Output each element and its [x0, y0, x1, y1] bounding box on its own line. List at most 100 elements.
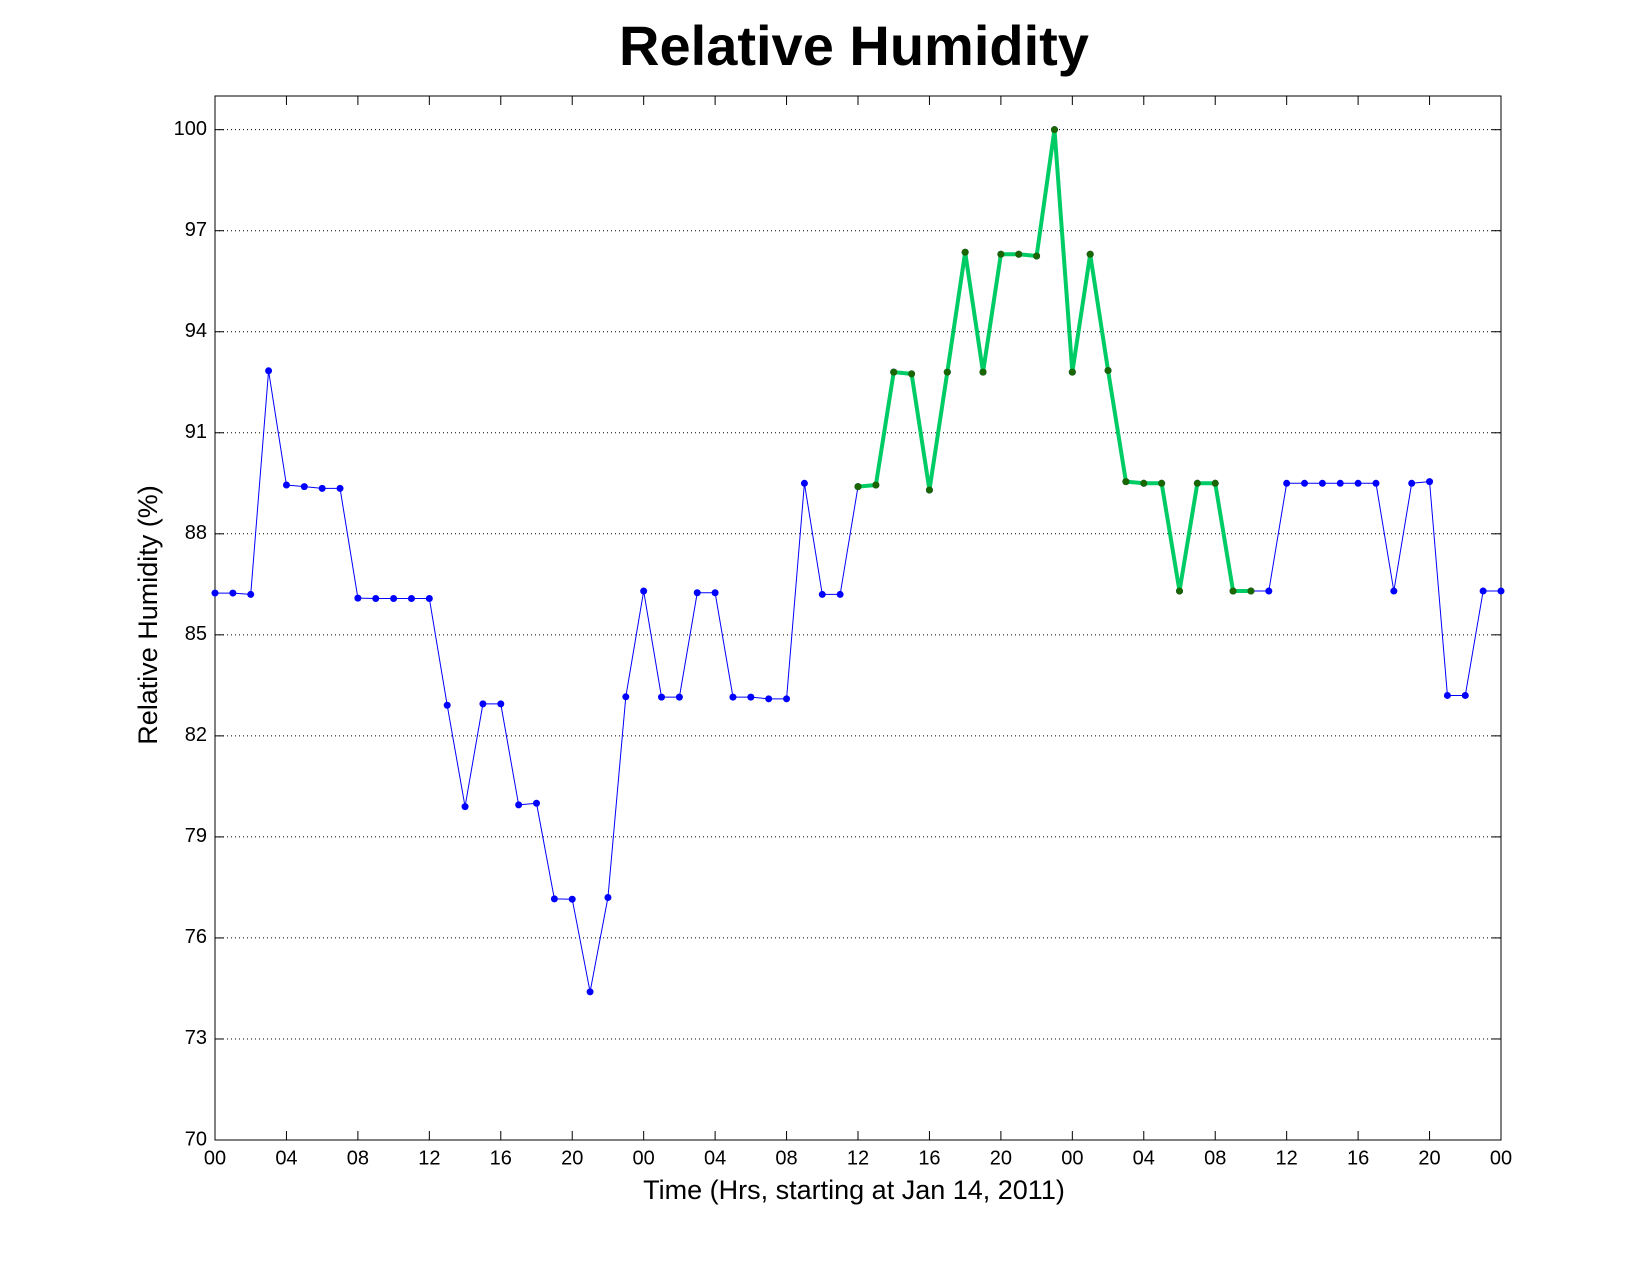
data-point: [336, 484, 344, 492]
x-tick-label: 04: [275, 1147, 297, 1169]
data-point: [658, 693, 666, 701]
data-point: [943, 368, 951, 376]
x-tick-label: 00: [1061, 1147, 1083, 1169]
data-point: [818, 590, 826, 598]
x-tick-label: 16: [490, 1147, 512, 1169]
x-tick-label: 00: [633, 1147, 655, 1169]
plot-frame: [214, 95, 1502, 1141]
x-tick-label: 12: [847, 1147, 869, 1169]
data-point: [800, 479, 808, 487]
y-tick-label: 85: [185, 623, 207, 645]
chart-title: Relative Humidity: [619, 14, 1089, 77]
data-point: [247, 590, 255, 598]
data-point: [479, 700, 487, 708]
data-point: [711, 589, 719, 597]
data-point: [568, 895, 576, 903]
data-point: [872, 481, 880, 489]
data-point: [372, 594, 380, 602]
data-point: [1176, 587, 1183, 595]
data-point: [282, 481, 290, 489]
data-point: [1068, 368, 1076, 376]
data-point: [1301, 479, 1309, 487]
x-tick-label: 16: [1347, 1147, 1369, 1169]
y-tick-label: 94: [185, 320, 207, 342]
x-tick-label: 00: [1490, 1147, 1512, 1169]
data-point: [890, 368, 898, 376]
x-tick-label: 08: [775, 1147, 797, 1169]
data-point: [1461, 691, 1469, 699]
x-tick-label: 12: [1276, 1147, 1298, 1169]
data-point: [1479, 587, 1487, 595]
y-tick-label: 82: [185, 724, 207, 746]
data-point: [1265, 587, 1273, 595]
y-tick-label: 79: [185, 825, 207, 847]
data-point: [675, 693, 683, 701]
data-point: [979, 368, 987, 376]
y-tick-label: 70: [185, 1128, 207, 1150]
data-point: [1336, 479, 1344, 487]
data-point: [515, 801, 523, 809]
data-point: [425, 594, 433, 602]
data-point: [1283, 479, 1291, 487]
data-point: [533, 799, 540, 807]
y-tick-label: 97: [185, 219, 207, 241]
data-point: [765, 695, 773, 703]
data-point: [729, 693, 737, 701]
data-point: [604, 894, 612, 902]
x-tick-label: 20: [1418, 1147, 1440, 1169]
data-point: [1426, 478, 1434, 486]
data-point: [550, 895, 558, 903]
data-point: [747, 693, 755, 701]
data-point: [961, 248, 969, 256]
data-point: [925, 486, 933, 494]
data-point: [640, 587, 648, 595]
y-tick-label: 91: [185, 421, 207, 443]
x-tick-label: 04: [1133, 1147, 1155, 1169]
data-point: [1086, 250, 1094, 258]
data-point: [1318, 479, 1326, 487]
data-point: [1443, 691, 1451, 699]
x-tick-label: 16: [918, 1147, 940, 1169]
x-tick-label: 08: [347, 1147, 369, 1169]
data-point: [300, 483, 308, 491]
y-tick-label: 100: [174, 118, 207, 140]
data-point: [1140, 479, 1148, 487]
data-point: [318, 484, 326, 492]
data-point: [1122, 478, 1130, 486]
data-point: [783, 695, 791, 703]
data-point: [229, 589, 237, 597]
data-point: [1372, 479, 1380, 487]
y-tick-label: 73: [185, 1027, 207, 1049]
data-point: [354, 594, 362, 602]
data-point: [390, 594, 398, 602]
data-point: [1193, 479, 1201, 487]
data-point: [693, 589, 701, 597]
data-point: [265, 367, 273, 375]
x-tick-label: 20: [990, 1147, 1012, 1169]
data-point: [1354, 479, 1362, 487]
data-point: [1497, 587, 1505, 595]
data-point: [1390, 587, 1398, 595]
x-tick-label: 12: [418, 1147, 440, 1169]
data-point: [211, 589, 219, 597]
data-point: [407, 594, 415, 602]
data-point: [836, 590, 844, 598]
data-point: [1104, 366, 1112, 374]
data-point: [497, 700, 505, 708]
data-point: [1050, 126, 1058, 134]
data-point: [1408, 479, 1416, 487]
data-point: [443, 701, 451, 709]
data-point: [1211, 479, 1219, 487]
data-point: [622, 693, 630, 701]
data-point: [1033, 252, 1041, 260]
x-tick-label: 08: [1204, 1147, 1226, 1169]
x-axis-label: Time (Hrs, starting at Jan 14, 2011): [643, 1175, 1065, 1205]
y-tick-label: 88: [185, 522, 207, 544]
data-point: [461, 803, 469, 811]
y-axis-label: Relative Humidity (%): [133, 485, 163, 745]
y-tick-label: 76: [185, 926, 207, 948]
x-tick-label: 00: [204, 1147, 226, 1169]
data-point: [908, 370, 916, 378]
